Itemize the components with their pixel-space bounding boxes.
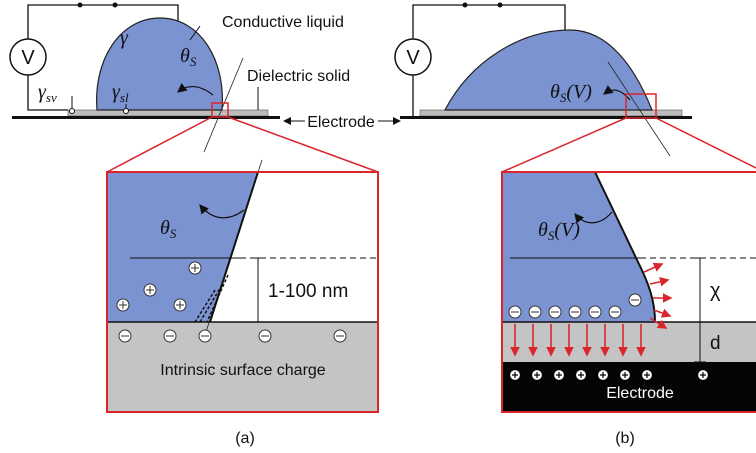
voltage-label: V	[21, 47, 35, 69]
zoom-line	[502, 118, 626, 172]
droplet	[445, 30, 652, 110]
panel-b-setup: V θS(V)	[395, 3, 756, 173]
surface-label: Intrinsic surface charge	[160, 362, 326, 379]
panel-a-zoom: θS 1-100 nm Intrinsic surface charge (a)	[107, 160, 378, 447]
caption: (b)	[615, 430, 635, 447]
gamma-label: γ	[120, 27, 129, 49]
caption: (a)	[235, 430, 255, 447]
node	[463, 3, 468, 8]
solid-label: Dielectric solid	[247, 68, 350, 85]
electrode	[12, 116, 280, 119]
node	[113, 3, 118, 8]
zoom-line	[107, 117, 212, 172]
pointer-dot	[124, 109, 129, 114]
panel-a-setup: V γ γsv γsl θS Conductive liquid Dielect…	[10, 3, 400, 173]
liquid-label: Conductive liquid	[222, 14, 344, 31]
voltage-label: V	[406, 47, 420, 69]
theta-label: θS(V)	[538, 219, 580, 243]
d-label: d	[710, 333, 721, 354]
node	[498, 3, 503, 8]
panel-b-zoom: θS(V) χ d Electrode (b)	[502, 172, 756, 447]
chi-label: χ	[710, 280, 721, 302]
node	[78, 3, 83, 8]
theta-label: θS(V)	[550, 81, 592, 105]
gamma-sv-label: γsv	[38, 81, 57, 105]
zoom-line	[656, 118, 756, 168]
pointer-dot	[70, 109, 75, 114]
thickness-label: 1-100 nm	[268, 281, 348, 302]
electrode-label: Electrode	[307, 114, 375, 131]
dielectric	[68, 110, 268, 116]
electrode-label: Electrode	[606, 385, 674, 402]
figure: V γ γsv γsl θS Conductive liquid Dielect…	[0, 0, 756, 453]
